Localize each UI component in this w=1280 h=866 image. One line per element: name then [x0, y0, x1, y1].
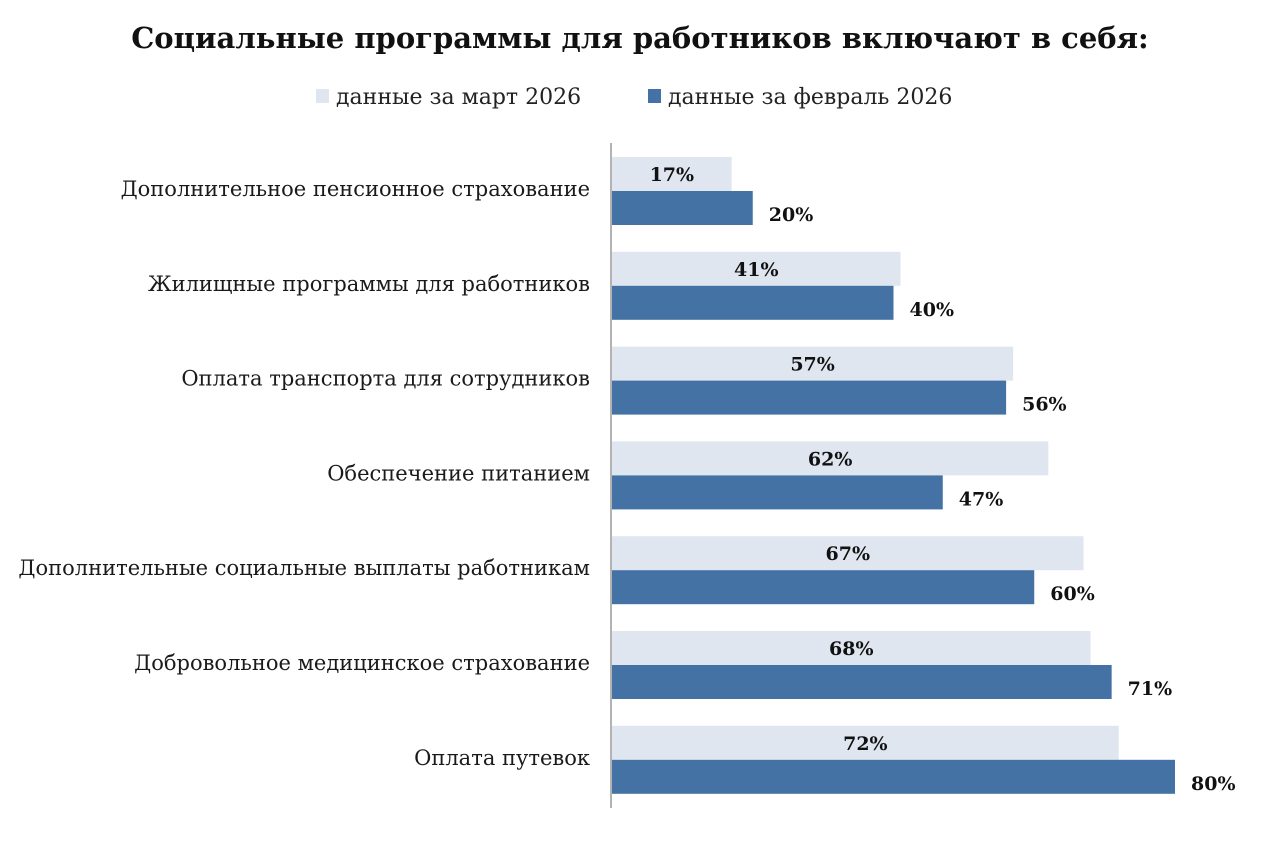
- data-label-february: 20%: [769, 204, 814, 226]
- data-label-march: 17%: [650, 164, 695, 186]
- data-label-march: 41%: [734, 259, 779, 281]
- bar-march: [612, 157, 732, 191]
- bar-march: [612, 725, 1119, 760]
- bar-february: [612, 285, 894, 320]
- chart-title: Социальные программы для работников вклю…: [131, 21, 1149, 55]
- category-label: Дополнительные социальные выплаты работн…: [18, 556, 590, 580]
- data-label-march: 68%: [829, 638, 874, 660]
- data-label-february: 56%: [1022, 394, 1067, 416]
- bar-march: [612, 441, 1049, 476]
- category-label: Дополнительное пенсионное страхование: [121, 177, 590, 201]
- bar-march: [612, 251, 901, 286]
- data-label-march: 67%: [826, 543, 871, 565]
- bar-march: [612, 631, 1091, 665]
- category-label: Оплата транспорта для сотрудников: [181, 367, 590, 391]
- category-label: Добровольное медицинское страхование: [134, 651, 590, 675]
- data-label-march: 57%: [790, 354, 835, 376]
- bar-march: [612, 346, 1014, 381]
- data-label-february: 71%: [1128, 678, 1173, 700]
- legend-label-march: данные за март 2026: [336, 85, 581, 110]
- legend-swatch-february: [648, 89, 661, 103]
- bars-group: Дополнительное пенсионное страхование 17%…: [18, 157, 1236, 795]
- legend-label-february: данные за февраль 2026: [668, 85, 952, 110]
- legend: данные за март 2026 данные за февраль 20…: [316, 85, 952, 110]
- bar-february: [612, 759, 1175, 794]
- data-label-february: 40%: [910, 299, 955, 321]
- data-label-february: 80%: [1191, 773, 1236, 795]
- bar-february: [612, 380, 1007, 415]
- bar-february: [612, 665, 1112, 699]
- bar-march: [612, 536, 1084, 571]
- bar-february: [612, 191, 753, 225]
- data-label-february: 60%: [1050, 583, 1095, 605]
- data-label-march: 62%: [808, 448, 853, 470]
- category-label: Оплата путевок: [414, 746, 590, 770]
- bar-february: [612, 570, 1035, 605]
- data-label-march: 72%: [843, 733, 888, 755]
- bar-february: [612, 475, 943, 510]
- category-label: Обеспечение питанием: [327, 461, 590, 485]
- category-label: Жилищные программы для работников: [148, 272, 590, 296]
- legend-swatch-march: [316, 89, 329, 103]
- data-label-february: 47%: [959, 488, 1004, 510]
